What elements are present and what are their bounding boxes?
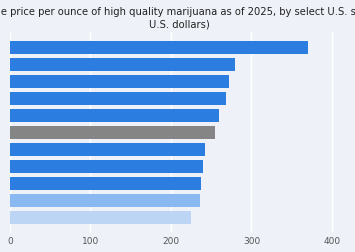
Bar	[10, 144, 205, 156]
Bar	[10, 127, 215, 139]
Bar	[10, 93, 226, 106]
Title: Average price per ounce of high quality marijuana as of 2025, by select U.S. sta: Average price per ounce of high quality …	[0, 7, 355, 29]
Bar	[10, 59, 235, 72]
Bar	[10, 211, 191, 224]
Bar	[10, 76, 229, 88]
Bar	[10, 161, 203, 173]
Bar	[10, 42, 308, 55]
Bar	[10, 110, 219, 122]
Bar	[10, 195, 200, 207]
Bar	[10, 178, 202, 190]
